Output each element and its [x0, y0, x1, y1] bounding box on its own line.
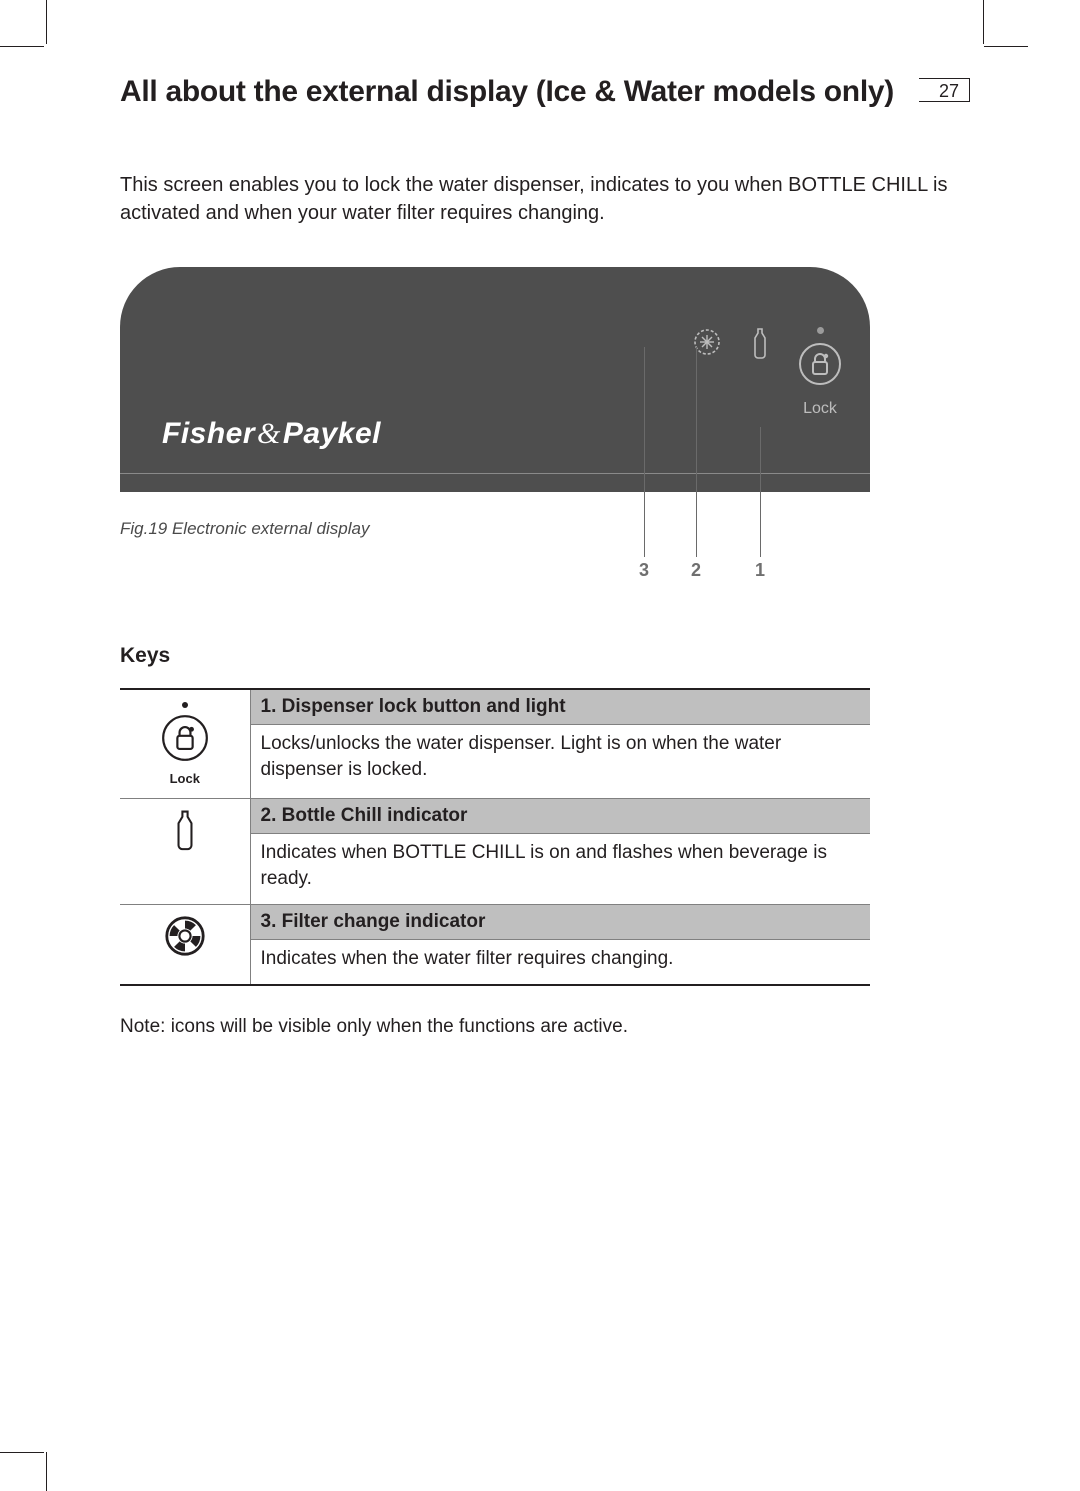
key-title: 3. Filter change indicator — [251, 905, 871, 940]
callout-line — [644, 347, 645, 557]
key-title: 1. Dispenser lock button and light — [251, 690, 871, 725]
callout-number: 2 — [691, 560, 701, 581]
key-text-cell: 3. Filter change indicator Indicates whe… — [250, 905, 870, 986]
lock-button-group: Lock — [798, 327, 842, 418]
keys-heading: Keys — [120, 644, 970, 668]
key-title: 2. Bottle Chill indicator — [251, 799, 871, 834]
page-number: 27 — [939, 81, 959, 101]
crop-mark — [46, 1452, 47, 1491]
crop-mark — [983, 0, 984, 44]
brand-logo: Fisher&Paykel — [162, 417, 381, 451]
key-icon-label: Lock — [126, 771, 244, 786]
panel-divider — [120, 473, 870, 474]
brand-ampersand: & — [255, 417, 283, 450]
manual-page: All about the external display (Ice & Wa… — [0, 0, 1080, 1491]
filter-icon — [164, 915, 206, 957]
lock-light-dot — [182, 702, 188, 708]
key-desc: Indicates when the water filter requires… — [251, 940, 871, 984]
display-panel: Fisher&Paykel — [120, 267, 870, 492]
bottle-icon — [750, 327, 770, 361]
page-number-box: 27 — [919, 78, 970, 102]
page-content: All about the external display (Ice & Wa… — [120, 75, 970, 1038]
lock-icon — [161, 714, 209, 762]
lock-light-dot — [817, 327, 824, 334]
page-title: All about the external display (Ice & Wa… — [120, 75, 894, 109]
crop-mark — [0, 46, 44, 47]
title-row: All about the external display (Ice & Wa… — [120, 75, 970, 109]
crop-mark — [46, 0, 47, 44]
footnote: Note: icons will be visible only when th… — [120, 1016, 970, 1038]
figure-wrapper: Fisher&Paykel — [120, 267, 870, 572]
table-row: 3. Filter change indicator Indicates whe… — [120, 905, 870, 986]
panel-icon-row: Lock — [692, 327, 842, 418]
key-icon-cell: Lock — [120, 689, 250, 799]
lock-label: Lock — [803, 400, 837, 418]
bottle-icon — [172, 809, 198, 853]
key-icon-cell — [120, 905, 250, 986]
key-icon-cell — [120, 799, 250, 905]
key-desc: Indicates when BOTTLE CHILL is on and fl… — [251, 834, 871, 904]
keys-table: Lock 1. Dispenser lock button and light … — [120, 688, 870, 986]
key-text-cell: 1. Dispenser lock button and light Locks… — [250, 689, 870, 799]
table-row: 2. Bottle Chill indicator Indicates when… — [120, 799, 870, 905]
key-desc: Locks/unlocks the water dispenser. Light… — [251, 725, 871, 795]
table-row: Lock 1. Dispenser lock button and light … — [120, 689, 870, 799]
callout-line — [760, 427, 761, 557]
crop-mark — [0, 1452, 44, 1453]
crop-mark — [984, 46, 1028, 47]
callout-number: 3 — [639, 560, 649, 581]
intro-paragraph: This screen enables you to lock the wate… — [120, 171, 970, 227]
brand-prefix: Fisher — [162, 417, 255, 450]
callout-number: 1 — [755, 560, 765, 581]
figure-caption: Fig.19 Electronic external display — [120, 519, 369, 539]
key-text-cell: 2. Bottle Chill indicator Indicates when… — [250, 799, 870, 905]
callout-line — [696, 347, 697, 557]
lock-icon — [798, 342, 842, 386]
brand-suffix: Paykel — [283, 417, 381, 450]
